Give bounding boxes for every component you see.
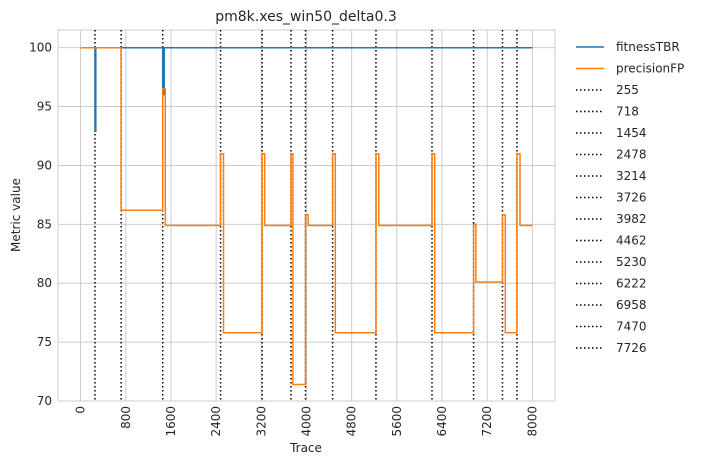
x-axis-label: Trace <box>289 441 322 455</box>
series-line-precisionFP <box>80 46 533 386</box>
x-tick-label: 1600 <box>164 406 178 437</box>
x-tick-label: 2400 <box>209 406 223 437</box>
series-line-fitnessTBR <box>80 46 533 133</box>
y-tick-label: 95 <box>37 100 52 114</box>
x-tick-label: 3200 <box>254 406 268 437</box>
legend-label: 2478 <box>616 148 647 162</box>
y-tick-label: 70 <box>37 394 52 408</box>
y-tick-label: 100 <box>29 41 52 55</box>
x-tick-label: 4800 <box>345 406 359 437</box>
legend-label: 6222 <box>616 277 647 291</box>
y-axis-ticks: 70 75 80 85 90 95 100 <box>29 41 52 408</box>
x-tick-label: 6400 <box>435 406 449 437</box>
legend-label: 255 <box>616 83 639 97</box>
legend-label: 7726 <box>616 341 647 355</box>
y-tick-label: 85 <box>37 217 52 231</box>
y-tick-label: 90 <box>37 158 52 172</box>
x-tick-label: 5600 <box>390 406 404 437</box>
legend-label: 1454 <box>616 126 647 140</box>
legend: fitnessTBR precisionFP 255 718 1454 2478 3214 3… <box>576 40 684 355</box>
x-tick-label: 4000 <box>300 406 314 437</box>
x-tick-label: 8000 <box>525 406 539 437</box>
legend-label: 7470 <box>616 320 647 334</box>
x-tick-label: 0 <box>74 406 88 414</box>
legend-label: 3214 <box>616 169 647 183</box>
legend-label: 718 <box>616 105 639 119</box>
series-lines <box>80 46 533 386</box>
y-tick-label: 80 <box>37 276 52 290</box>
legend-label: precisionFP <box>616 62 684 76</box>
x-tick-label: 7200 <box>480 406 494 437</box>
chart-title: pm8k.xes_win50_delta0.3 <box>215 9 397 25</box>
y-axis-label: Metric value <box>9 178 23 252</box>
x-axis-ticks: 0 800 1600 2400 3200 4000 4800 5600 6400 7200 8000 <box>74 406 540 437</box>
y-tick-label: 75 <box>37 335 52 349</box>
legend-label: 5230 <box>616 255 647 269</box>
legend-label: 3726 <box>616 191 647 205</box>
legend-label: 4462 <box>616 234 647 248</box>
x-tick-label: 800 <box>119 406 133 429</box>
legend-label: 3982 <box>616 212 647 226</box>
legend-label: fitnessTBR <box>616 40 680 54</box>
legend-label: 6958 <box>616 298 647 312</box>
